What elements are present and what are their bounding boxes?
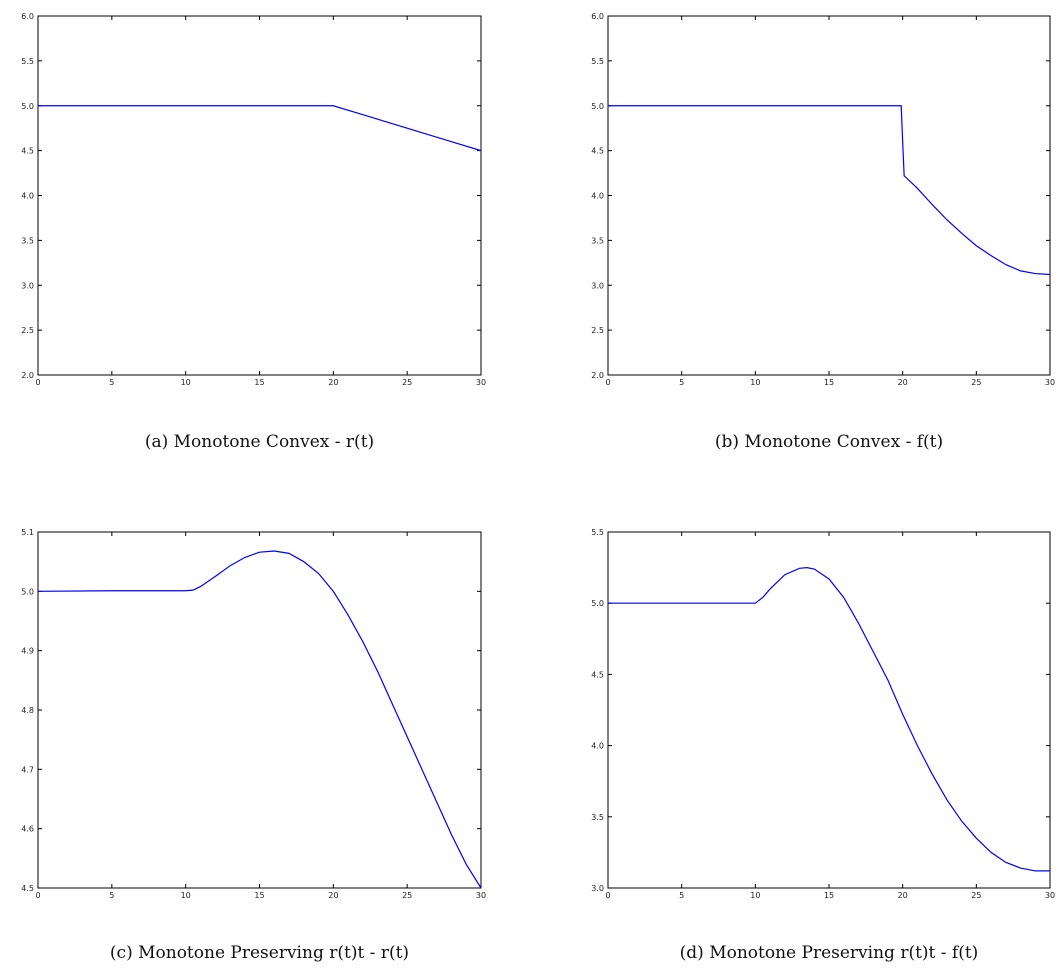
chart-d-y-tick-label: 4.5 (591, 670, 604, 679)
chart-d-series-line (608, 566, 1050, 872)
chart-d-caption: (d) Monotone Preserving r(t)t - f(t) (679, 943, 979, 963)
chart-d-y-tick-label: 3.0 (591, 884, 604, 893)
chart-b-y-tick-label: 5.0 (591, 102, 604, 111)
chart-d-x-tick-label: 30 (1045, 891, 1055, 900)
chart-a-y-tick-label: 4.0 (21, 192, 34, 201)
chart-d-y-tick-label: 4.0 (591, 742, 604, 751)
chart-b-y-tick-label: 2.5 (591, 326, 604, 335)
chart-a-x-tick-label: 5 (109, 378, 114, 387)
chart-d-y-tick-label: 5.5 (591, 528, 604, 537)
chart-a-frame (37, 15, 482, 376)
chart-c-y-tick-label: 4.8 (21, 706, 34, 715)
chart-b-series-line (608, 105, 1051, 276)
chart-c-series-line (37, 550, 482, 889)
chart-d-frame (607, 531, 1051, 889)
chart-c-y-tick-label: 5.1 (21, 528, 34, 537)
chart-a-y-tick-label: 3.0 (21, 281, 34, 290)
chart-b-frame (607, 15, 1051, 376)
chart-c-x-tick-label: 5 (109, 891, 114, 900)
chart-panel-a: 0 5 10 15 20 25 30 2.0 2.5 3.0 3.5 4.0 4.5 5.0 5.5 6.0 … (0, 0, 529, 488)
chart-d-svg: 0 5 10 15 20 25 30 3.0 3.5 4.0 4.5 5.0 5.5 (591, 528, 1055, 900)
chart-d-x-tick-label: 0 (605, 891, 610, 900)
chart-c-x-tick-label: 15 (254, 891, 264, 900)
chart-a-y-tick-label: 3.5 (21, 236, 34, 245)
chart-a-y-tick-label: 6.0 (21, 12, 34, 21)
chart-a-y-tick-label: 5.0 (21, 102, 34, 111)
chart-c-y-tick-label: 4.5 (21, 884, 34, 893)
chart-c-y-tick-label: 4.6 (21, 825, 34, 834)
chart-c-x-tick-label: 0 (35, 891, 40, 900)
chart-a-x-tick-label: 15 (254, 378, 264, 387)
chart-d-x-tick-label: 10 (750, 891, 760, 900)
chart-a-y-tick-label: 4.5 (21, 147, 34, 156)
chart-b-y-tick-label: 3.0 (591, 281, 604, 290)
chart-a-svg: 0 5 10 15 20 25 30 2.0 2.5 3.0 3.5 4.0 4.5 5.0 5.5 6.0 (21, 12, 486, 387)
chart-d-x-tick-label: 20 (898, 891, 908, 900)
chart-panel-c: 0 5 10 15 20 25 30 4.5 4.6 4.7 4.8 4.9 5.0 5.1 (c) Mo… (0, 488, 529, 976)
chart-a-series-line (38, 105, 482, 152)
chart-a-x-tick-label: 30 (476, 378, 486, 387)
chart-b-svg: 0 5 10 15 20 25 30 2.0 2.5 3.0 3.5 4.0 4.5 5.0 5.5 6.0 (591, 12, 1055, 387)
chart-a-x-tick-label: 0 (35, 378, 40, 387)
chart-d-y-tick-label: 5.0 (591, 599, 604, 608)
chart-c-x-tick-label: 10 (181, 891, 191, 900)
chart-c-y-tick-label: 4.9 (21, 647, 34, 656)
chart-c-svg: 0 5 10 15 20 25 30 4.5 4.6 4.7 4.8 4.9 5.0 5.1 (21, 528, 486, 900)
chart-panel-d: 0 5 10 15 20 25 30 3.0 3.5 4.0 4.5 5.0 5.5 (d) Monot… (529, 488, 1059, 976)
chart-b-x-tick-label: 10 (750, 378, 760, 387)
chart-c-x-tick-label: 25 (402, 891, 412, 900)
chart-a-y-tick-label: 2.0 (21, 371, 34, 380)
chart-b-y-tick-label: 6.0 (591, 12, 604, 21)
chart-b-x-tick-label: 20 (898, 378, 908, 387)
chart-b-y-tick-label: 5.5 (591, 57, 604, 66)
chart-c-caption: (c) Monotone Preserving r(t)t - r(t) (109, 943, 410, 963)
chart-a-x-tick-label: 25 (402, 378, 412, 387)
chart-a-caption: (a) Monotone Convex - r(t) (144, 432, 375, 452)
chart-c-y-tick-label: 4.7 (21, 765, 34, 774)
chart-b-y-tick-label: 4.5 (591, 147, 604, 156)
chart-b-x-tick-label: 0 (605, 378, 610, 387)
chart-a-x-tick-label: 20 (328, 378, 338, 387)
chart-c-y-tick-label: 5.0 (21, 587, 34, 596)
chart-d-y-tick-label: 3.5 (591, 813, 604, 822)
chart-b-y-tick-label: 3.5 (591, 236, 604, 245)
chart-c-x-tick-label: 20 (328, 891, 338, 900)
chart-a-x-tick-label: 10 (181, 378, 191, 387)
chart-b-x-tick-label: 15 (824, 378, 834, 387)
chart-a-y-tick-label: 5.5 (21, 57, 34, 66)
chart-b-caption: (b) Monotone Convex - f(t) (714, 432, 944, 452)
chart-c-x-tick-label: 30 (476, 891, 486, 900)
chart-b-x-tick-label: 5 (679, 378, 684, 387)
chart-b-x-tick-label: 25 (971, 378, 981, 387)
chart-panel-b: 0 5 10 15 20 25 30 2.0 2.5 3.0 3.5 4.0 4.5 5.0 5.5 6.0 … (529, 0, 1059, 488)
chart-d-x-tick-label: 25 (971, 891, 981, 900)
chart-d-x-tick-label: 15 (824, 891, 834, 900)
chart-b-x-tick-label: 30 (1045, 378, 1055, 387)
chart-b-y-tick-label: 4.0 (591, 192, 604, 201)
chart-b-y-tick-label: 2.0 (591, 371, 604, 380)
chart-c-frame (37, 531, 482, 889)
chart-d-x-tick-label: 5 (679, 891, 684, 900)
chart-a-y-tick-label: 2.5 (21, 326, 34, 335)
